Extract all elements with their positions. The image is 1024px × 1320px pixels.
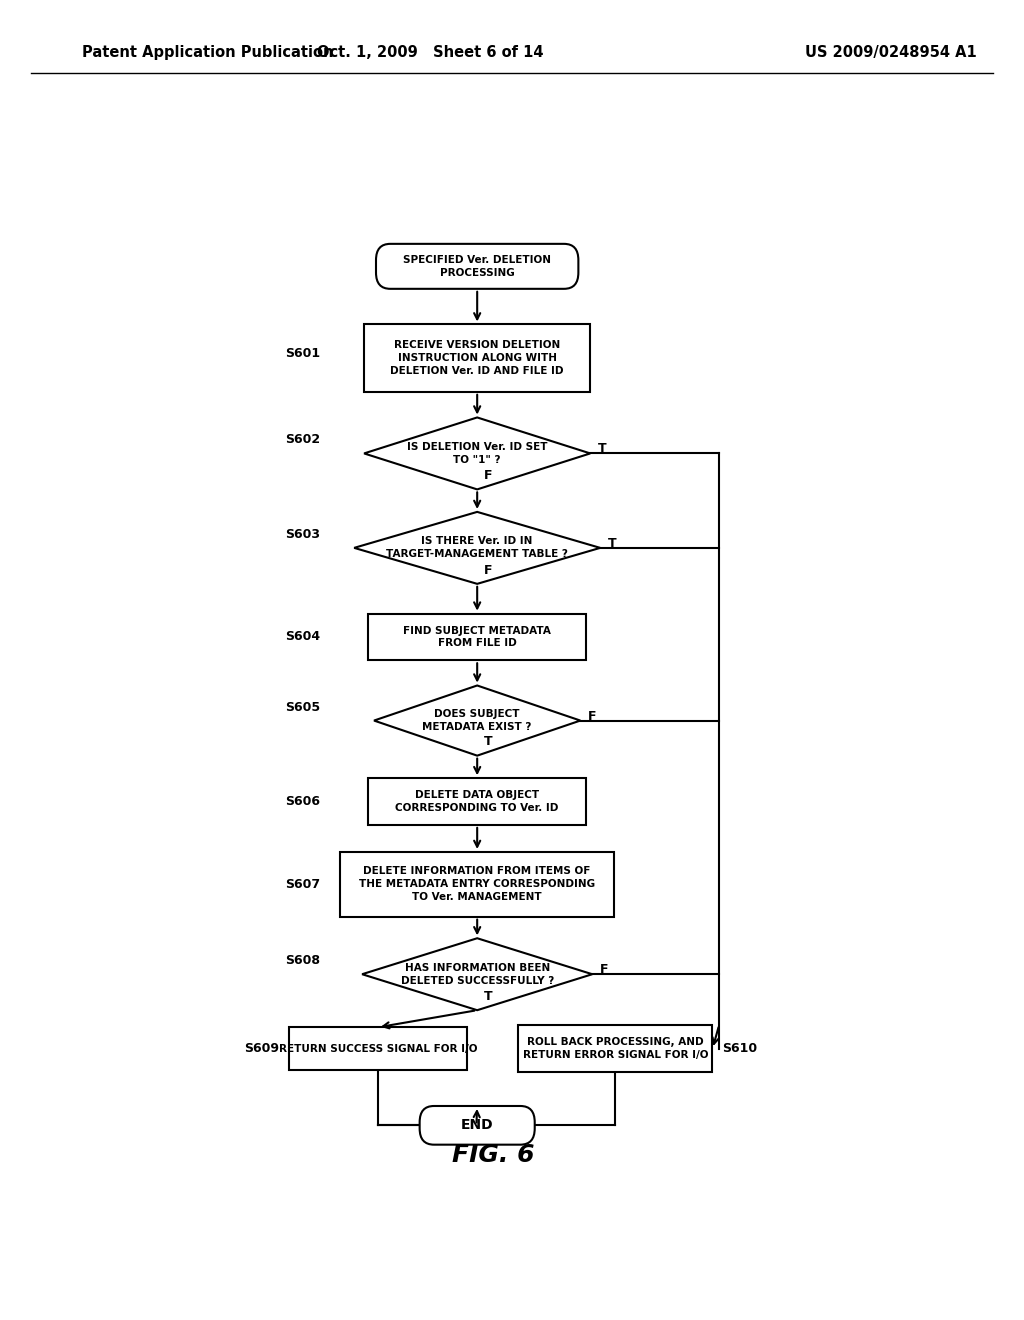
Bar [289, 1027, 467, 1071]
Text: DELETE INFORMATION FROM ITEMS OF
THE METADATA ENTRY CORRESPONDING
TO Ver. MANAGE: DELETE INFORMATION FROM ITEMS OF THE MET… [359, 866, 595, 902]
Bar [340, 851, 614, 916]
Text: DELETE DATA OBJECT
CORRESPONDING TO Ver. ID: DELETE DATA OBJECT CORRESPONDING TO Ver.… [395, 791, 559, 813]
Text: T: T [608, 537, 616, 550]
FancyBboxPatch shape [420, 1106, 535, 1144]
Text: T: T [483, 735, 493, 748]
Text: F: F [483, 469, 493, 482]
Text: IS THERE Ver. ID IN
TARGET-MANAGEMENT TABLE ?: IS THERE Ver. ID IN TARGET-MANAGEMENT TA… [386, 536, 568, 560]
Polygon shape [354, 512, 600, 583]
Text: RECEIVE VERSION DELETION
INSTRUCTION ALONG WITH
DELETION Ver. ID AND FILE ID: RECEIVE VERSION DELETION INSTRUCTION ALO… [390, 341, 564, 376]
Text: FIND SUBJECT METADATA
FROM FILE ID: FIND SUBJECT METADATA FROM FILE ID [403, 626, 551, 648]
Text: FIG. 6: FIG. 6 [452, 1143, 535, 1167]
Bar [368, 614, 587, 660]
Text: ROLL BACK PROCESSING, AND
RETURN ERROR SIGNAL FOR I/O: ROLL BACK PROCESSING, AND RETURN ERROR S… [522, 1038, 708, 1060]
Polygon shape [365, 417, 590, 490]
Text: S608: S608 [286, 954, 321, 968]
Text: IS DELETION Ver. ID SET
TO "1" ?: IS DELETION Ver. ID SET TO "1" ? [407, 442, 548, 465]
Text: S603: S603 [286, 528, 321, 541]
Text: S604: S604 [286, 631, 321, 643]
FancyBboxPatch shape [376, 244, 579, 289]
Text: US 2009/0248954 A1: US 2009/0248954 A1 [805, 45, 977, 61]
Text: S609: S609 [244, 1043, 280, 1056]
Text: T: T [483, 990, 493, 1003]
Text: Oct. 1, 2009   Sheet 6 of 14: Oct. 1, 2009 Sheet 6 of 14 [316, 45, 544, 61]
Text: S606: S606 [286, 795, 321, 808]
Text: S605: S605 [286, 701, 321, 714]
Text: RETURN SUCCESS SIGNAL FOR I/O: RETURN SUCCESS SIGNAL FOR I/O [279, 1044, 477, 1053]
Text: S601: S601 [286, 347, 321, 360]
Bar [368, 777, 587, 825]
Text: F: F [588, 710, 597, 722]
Text: F: F [600, 964, 608, 977]
Text: F: F [483, 564, 493, 577]
Text: S610: S610 [722, 1043, 757, 1056]
Text: DOES SUBJECT
METADATA EXIST ?: DOES SUBJECT METADATA EXIST ? [423, 709, 531, 733]
Text: SPECIFIED Ver. DELETION
PROCESSING: SPECIFIED Ver. DELETION PROCESSING [403, 255, 551, 277]
Text: Patent Application Publication: Patent Application Publication [82, 45, 334, 61]
Text: HAS INFORMATION BEEN
DELETED SUCCESSFULLY ?: HAS INFORMATION BEEN DELETED SUCCESSFULL… [400, 962, 554, 986]
Bar [365, 325, 590, 392]
Text: S607: S607 [286, 878, 321, 891]
Text: END: END [461, 1118, 494, 1133]
Text: T: T [598, 442, 607, 455]
Polygon shape [362, 939, 592, 1010]
Bar [518, 1026, 713, 1072]
Polygon shape [374, 685, 581, 755]
Text: S602: S602 [286, 433, 321, 446]
